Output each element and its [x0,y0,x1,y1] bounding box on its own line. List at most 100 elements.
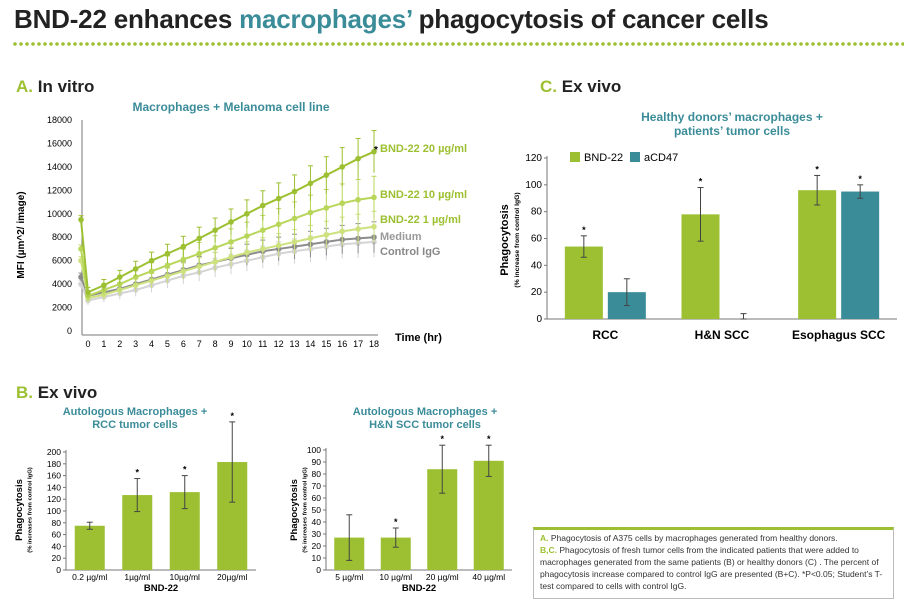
chart-a-point-bnd-22-10-g-ml [196,250,203,257]
divider-dot [661,42,665,46]
divider-dot [49,42,53,46]
chart-a-legend-bnd-22-20-g-ml: BND-22 20 µg/ml [380,143,467,155]
chart-c-y-tick-label: 0 [536,314,542,325]
title-part-1: BND-22 enhances [14,4,240,34]
chart-b1-y-tick-label: 200 [47,447,61,457]
page-title: BND-22 enhances macrophages’ phagocytosi… [14,4,769,35]
divider-dot [151,42,155,46]
chart-b1-y-tick-label: 60 [52,530,62,540]
chart-b2-y-label-sub: (% increases from control IgG) [303,467,309,553]
chart-b1-title-line-1: Autologous Macrophages + [63,406,208,418]
divider-dot [811,42,815,46]
chart-a-x-tick-label: 13 [290,339,300,349]
divider-dot [157,42,161,46]
chart-a-point-bnd-22-10-g-ml [212,244,218,251]
divider-dot [505,42,509,46]
divider-dot [61,42,65,46]
chart-b1-y-tick-label: 20 [52,553,62,563]
chart-b2-y-tick-label: 10 [312,553,322,563]
chart-b2-x-label: BND-22 [402,583,436,594]
chart-a-line-bnd-22-1-g-ml [80,225,375,300]
chart-a-in-vitro-line: Macrophages + Melanoma cell line 0 2000 400… [16,100,467,349]
chart-b2-y-tick-label: 50 [312,505,322,515]
divider-dot [31,42,35,46]
divider-dot [769,42,773,46]
chart-b1-y-tick-label: 180 [47,459,61,469]
chart-a-x-tick-label: 12 [274,339,284,349]
divider-dot [565,42,569,46]
chart-a-point-bnd-22-1-g-ml [323,232,330,238]
divider-dot [877,42,881,46]
chart-c-ex-vivo-bar: Healthy donors’ macrophages +patients’ t… [499,110,897,342]
chart-b2-title-line-1: Autologous Macrophages + [353,406,498,418]
chart-a-point-bnd-22-10-g-ml [371,194,377,201]
divider-dot [217,42,221,46]
divider-dot [253,42,257,46]
chart-a-point-bnd-22-20-g-ml [275,195,282,202]
chart-a-x-tick-label: 0 [85,339,90,349]
chart-b2-title-line-2: H&N SCC tumor cells [369,419,481,431]
chart-b1-category-label-10-g-ml: 10µg/ml [170,572,201,582]
divider-dot [595,42,599,46]
chart-a-point-bnd-22-1-g-ml [371,223,377,230]
chart-a-point-bnd-22-10-g-ml [259,227,266,233]
chart-a-point-bnd-22-20-g-ml [164,250,171,257]
section-b-heading: B. Ex vivo [16,383,97,403]
divider-dot [871,42,875,46]
divider-dot [421,42,425,46]
divider-dot [889,42,893,46]
divider-dot [457,42,461,46]
chart-b2-y-tick-label: 80 [312,469,322,479]
divider-dot [529,42,533,46]
divider-dot [325,42,329,46]
divider-dot [601,42,605,46]
chart-c-y-tick-label: 100 [525,180,542,191]
divider-dot [67,42,71,46]
chart-a-point-bnd-22-10-g-ml [132,274,139,280]
divider-dot [301,42,305,46]
title-highlight: macrophages’ [239,4,412,34]
divider-dot [643,42,647,46]
chart-a-point-bnd-22-20-g-ml [259,202,266,209]
divider-dot [577,42,581,46]
chart-b1-title-line-2: RCC tumor cells [92,419,178,431]
chart-a-y-tick-label: 14000 [47,162,72,172]
divider-dot [739,42,743,46]
chart-a-point-bnd-22-10-g-ml [148,268,155,275]
chart-b1-category-label-1-g-ml: 1µg/ml [124,572,150,582]
chart-b2-category-label-20-g-ml: 20 µg/ml [426,572,459,582]
chart-c-y-label: Phagocytosis [499,204,511,276]
divider-dot [733,42,737,46]
divider-dot [787,42,791,46]
divider-dot [649,42,653,46]
divider-dot [397,42,401,46]
chart-b2-bar-bnd-22-40-g-ml [473,460,504,570]
chart-a-point-bnd-22-1-g-ml [196,263,203,270]
caption-a: A. Phagocytosis of A375 cells by macroph… [540,532,887,544]
divider-dot [235,42,239,46]
divider-dot [607,42,611,46]
divider-dot [793,42,797,46]
section-a-heading: A. In vitro [16,77,94,97]
chart-a-y-tick-label: 4000 [52,279,72,289]
chart-c-significance-bnd-22-rcc: * [582,225,586,235]
divider-dot [847,42,851,46]
section-b-letter: B. [16,383,33,402]
divider-dot [835,42,839,46]
divider-dot [679,42,683,46]
divider-dot [715,42,719,46]
divider-dot [517,42,521,46]
divider-dot [691,42,695,46]
divider-dot [781,42,785,46]
divider-dot [637,42,641,46]
chart-a-x-tick-label: 15 [321,339,331,349]
chart-b2-category-label-40-g-ml: 40 µg/ml [472,572,505,582]
chart-a-x-tick-label: 10 [242,339,252,349]
chart-a-x-tick-label: 9 [228,339,233,349]
chart-a-point-bnd-22-10-g-ml [275,221,282,228]
chart-a-point-bnd-22-20-g-ml [307,180,314,187]
divider-dot [523,42,527,46]
divider-dot [709,42,713,46]
chart-a-point-bnd-22-10-g-ml [339,200,346,207]
divider-dot [139,42,143,46]
